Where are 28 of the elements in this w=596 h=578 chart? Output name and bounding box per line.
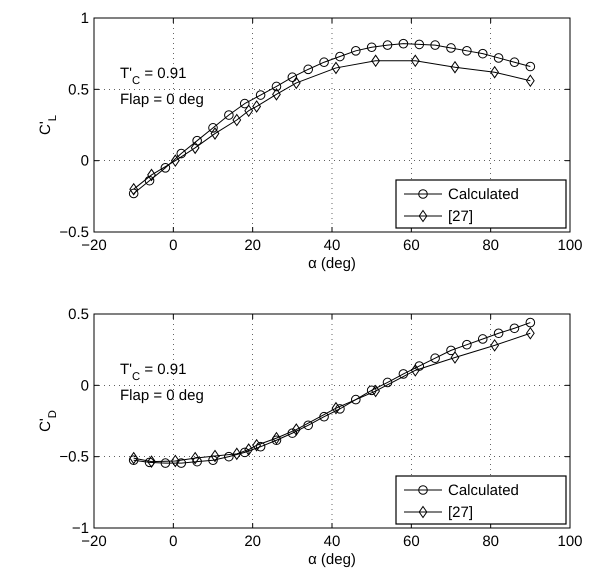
y-tick-label: 0.5 xyxy=(68,81,89,98)
y-tick-label: 0 xyxy=(80,377,89,394)
y-tick-label: 1 xyxy=(80,10,89,27)
annotation: T'$_{C}$ = 0.91 xyxy=(120,65,186,87)
annotation: Flap = 0 deg xyxy=(120,91,204,108)
x-tick-label: 60 xyxy=(402,237,420,254)
y-tick-label: −0.5 xyxy=(59,448,89,466)
annotation: Flap = 0 deg xyxy=(120,387,204,404)
x-tick-label: 100 xyxy=(557,237,583,254)
legend-label: [27] xyxy=(448,208,474,225)
x-tick-label: 40 xyxy=(324,237,340,254)
y-tick-label: 0 xyxy=(80,152,89,170)
legend-label: [27] xyxy=(448,504,474,521)
legend-label: Calculated xyxy=(448,186,519,203)
y-tick-label: 0.5 xyxy=(68,306,89,323)
x-tick-label: 60 xyxy=(402,533,420,550)
x-tick-label: 0 xyxy=(169,237,178,254)
x-tick-label: 40 xyxy=(324,533,340,550)
x-axis-title: α (deg) xyxy=(308,551,356,568)
x-tick-label: 0 xyxy=(169,533,178,550)
x-tick-label: 20 xyxy=(244,533,262,550)
x-axis-title: α (deg) xyxy=(308,255,356,272)
x-tick-label: 20 xyxy=(244,237,262,254)
annotation: T'$_{C}$ = 0.91 xyxy=(120,361,186,383)
x-tick-label: 80 xyxy=(482,533,500,550)
legend-label: Calculated xyxy=(448,482,519,499)
x-tick-label: 80 xyxy=(482,237,500,254)
x-tick-label: 100 xyxy=(557,533,583,550)
